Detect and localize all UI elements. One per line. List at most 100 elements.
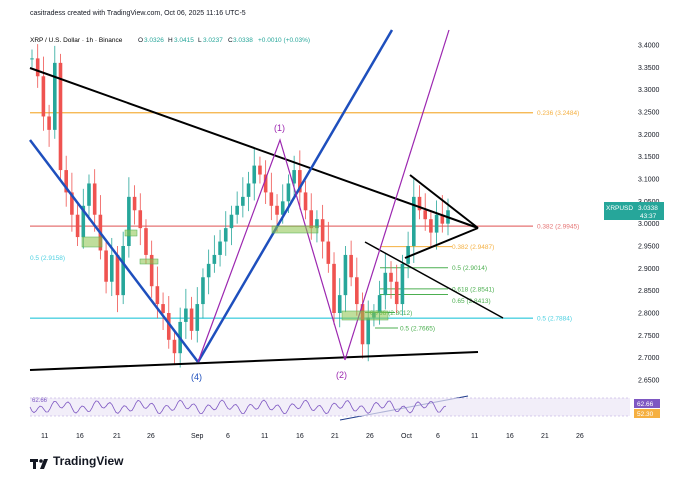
candle-body bbox=[246, 183, 251, 197]
candle-body bbox=[212, 254, 217, 264]
candle-body bbox=[138, 210, 143, 229]
candle-body bbox=[189, 308, 194, 331]
zone-box[interactable] bbox=[271, 225, 319, 234]
candle-body bbox=[195, 304, 200, 331]
zone-box[interactable] bbox=[81, 236, 103, 248]
candle-body bbox=[87, 183, 91, 206]
date-tick-label: 11 bbox=[471, 433, 478, 440]
candle-body bbox=[343, 254, 348, 296]
candle-body bbox=[286, 183, 291, 202]
date-tick-label: 16 bbox=[76, 433, 84, 440]
rsi-line[interactable] bbox=[29, 399, 447, 415]
candle-body bbox=[332, 263, 336, 313]
ohlc-high: 3.0415 bbox=[174, 37, 194, 44]
lower-wedge-line[interactable] bbox=[364, 241, 504, 319]
pennant-lower-line[interactable] bbox=[404, 227, 479, 259]
date-tick-label: 16 bbox=[296, 433, 304, 440]
date-tick-label: 21 bbox=[331, 433, 339, 440]
candle-body bbox=[235, 205, 239, 215]
symbol-title[interactable]: XRP / U.S. Dollar · 1h · Binance bbox=[30, 37, 123, 44]
candle-body bbox=[229, 214, 234, 229]
candle-body bbox=[429, 219, 433, 233]
wave-path[interactable] bbox=[197, 138, 346, 363]
candle-body bbox=[326, 241, 331, 264]
date-tick-label: 16 bbox=[506, 433, 514, 440]
candle-body bbox=[201, 277, 205, 305]
price-tick-label: 3.1000 bbox=[638, 177, 660, 184]
fib-level-label: 0.618 (2.8541) bbox=[452, 286, 494, 293]
price-tick-label: 3.4000 bbox=[638, 43, 660, 50]
tradingview-brand[interactable]: TradingView bbox=[30, 454, 124, 469]
candle-body bbox=[366, 317, 371, 345]
last-price-badge: XRPUSD 3.0338 43:37 bbox=[604, 202, 664, 220]
ohlc-l-label: L bbox=[198, 37, 202, 44]
fib-level-label: 0.5 (2.7665) bbox=[400, 325, 435, 332]
candle-body bbox=[423, 210, 428, 220]
last-price-countdown: 43:37 bbox=[640, 213, 657, 220]
brand-name: TradingView bbox=[53, 454, 124, 468]
ohlc-h-label: H bbox=[168, 37, 173, 44]
candle-body bbox=[309, 210, 314, 229]
fib-level-label: 0.5 (2.9158) bbox=[30, 255, 65, 262]
pennant-upper-line[interactable] bbox=[409, 174, 479, 229]
date-tick-label: 26 bbox=[147, 433, 155, 440]
date-tick-label: 6 bbox=[226, 433, 230, 440]
candle-body bbox=[320, 219, 325, 242]
rsi-value-1: 62.66 bbox=[637, 401, 654, 408]
price-tick-label: 2.9000 bbox=[638, 266, 660, 273]
candle-body bbox=[298, 170, 302, 193]
channel-right-line[interactable] bbox=[196, 29, 394, 363]
candle-body bbox=[184, 308, 188, 322]
candle-body bbox=[349, 254, 353, 278]
candle-body bbox=[127, 196, 131, 246]
candle-body bbox=[92, 183, 97, 215]
candle-body bbox=[81, 205, 86, 238]
price-tick-label: 2.7500 bbox=[638, 333, 660, 340]
descending-trendline[interactable] bbox=[29, 67, 479, 229]
zone-box[interactable] bbox=[341, 310, 389, 321]
rsi-band bbox=[30, 398, 630, 416]
last-price-symbol: XRPUSD bbox=[606, 205, 633, 212]
support-trendline[interactable] bbox=[29, 351, 479, 371]
candle-body bbox=[58, 62, 63, 171]
wave-extension-line[interactable] bbox=[344, 29, 450, 361]
rsi-pane[interactable]: 62.66 62.66 52.30 bbox=[29, 397, 660, 418]
ohlc-c-label: C bbox=[228, 37, 233, 44]
candle-body bbox=[383, 272, 388, 296]
candle-body bbox=[400, 263, 405, 305]
candle-body bbox=[377, 295, 382, 313]
candle-body bbox=[30, 58, 34, 60]
date-tick-label: 21 bbox=[541, 433, 549, 440]
zone-box[interactable] bbox=[139, 258, 159, 265]
date-tick-label: Sep bbox=[191, 433, 204, 440]
candle-body bbox=[64, 170, 68, 193]
rsi-header-value: 62.66 bbox=[32, 398, 48, 404]
candle-body bbox=[70, 192, 74, 215]
support-zones[interactable] bbox=[81, 225, 389, 321]
price-tick-label: 3.1500 bbox=[638, 154, 660, 161]
date-tick-label: 11 bbox=[261, 433, 268, 440]
candle-body bbox=[315, 219, 319, 229]
candle-body bbox=[52, 62, 57, 130]
candle-body bbox=[258, 165, 262, 175]
fib-level-label: 0.382 (2.9487) bbox=[452, 244, 494, 251]
candle-body bbox=[406, 246, 410, 264]
fib-levels[interactable]: 0.236 (3.2484) 0.382 (2.9945) 0.5 (2.9158)… bbox=[30, 110, 579, 332]
channel-left-line[interactable] bbox=[29, 139, 199, 363]
drawings[interactable] bbox=[29, 29, 504, 421]
candle-body bbox=[104, 250, 108, 282]
candle-body bbox=[75, 214, 80, 238]
chart-canvas[interactable]: XRP / U.S. Dollar · 1h · Binance O 3.032… bbox=[0, 0, 686, 450]
ohlc-low: 3.0237 bbox=[203, 37, 223, 44]
wave-label-4: (4) bbox=[191, 372, 202, 382]
candle-body bbox=[275, 205, 279, 215]
zone-box[interactable] bbox=[124, 229, 138, 237]
wave-label-1: (1) bbox=[274, 123, 285, 133]
candle-body bbox=[360, 304, 365, 345]
date-tick-label: 26 bbox=[366, 433, 374, 440]
time-axis[interactable]: 11 16 21 26 Sep 6 11 16 21 26 Oct 6 11 16 21 26 bbox=[41, 433, 584, 440]
price-tick-label: 3.3000 bbox=[638, 87, 660, 94]
date-tick-label: 6 bbox=[436, 433, 440, 440]
wave-label-2: (2) bbox=[336, 370, 347, 380]
price-tick-label: 2.8000 bbox=[638, 311, 660, 318]
